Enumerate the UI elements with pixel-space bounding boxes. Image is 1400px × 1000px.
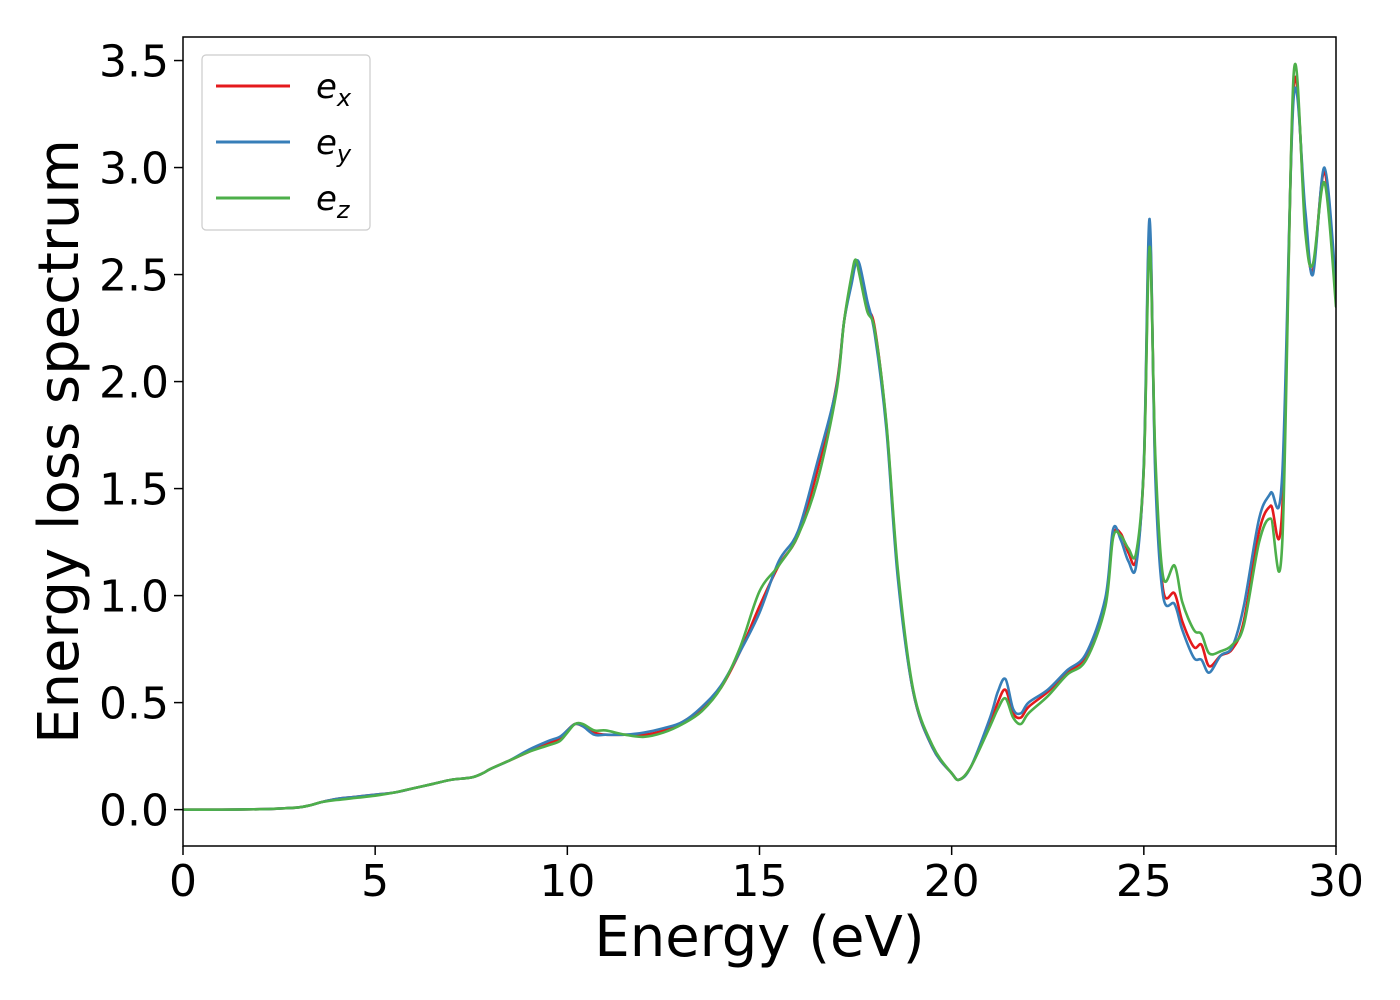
- y-tick-label: 0.5: [99, 679, 169, 730]
- x-tick-label: 30: [1308, 856, 1364, 907]
- y-tick-label: 2.0: [99, 358, 169, 409]
- x-tick-label: 0: [169, 856, 197, 907]
- y-tick-label: 1.0: [99, 572, 169, 623]
- y-tick-label: 3.0: [99, 144, 169, 195]
- y-tick-label: 3.5: [99, 37, 169, 88]
- x-tick-label: 20: [924, 856, 980, 907]
- x-tick-label: 15: [732, 856, 788, 907]
- y-axis: 0.0 0.5 1.0 1.5 2.0 2.5 3.0 3.5: [99, 37, 183, 837]
- x-tick-label: 10: [539, 856, 595, 907]
- series-layer: [183, 62, 1336, 811]
- legend-label-subscript: y: [336, 140, 352, 168]
- x-axis: 0 5 10 15 20 25 30: [169, 846, 1364, 907]
- y-tick-label: 1.5: [99, 465, 169, 516]
- x-tick-label: 5: [361, 856, 389, 907]
- y-tick-label: 0.0: [99, 786, 169, 837]
- y-axis-title: Energy loss spectrum: [27, 139, 92, 744]
- legend-label-subscript: z: [336, 196, 351, 224]
- x-tick-label: 25: [1116, 856, 1172, 907]
- x-axis-title: Energy (eV): [594, 905, 924, 970]
- legend-label-subscript: x: [336, 84, 352, 112]
- legend-entry-e-x: ex: [216, 67, 352, 112]
- y-tick-label: 2.5: [99, 251, 169, 302]
- series-line-e-z: [183, 62, 1336, 811]
